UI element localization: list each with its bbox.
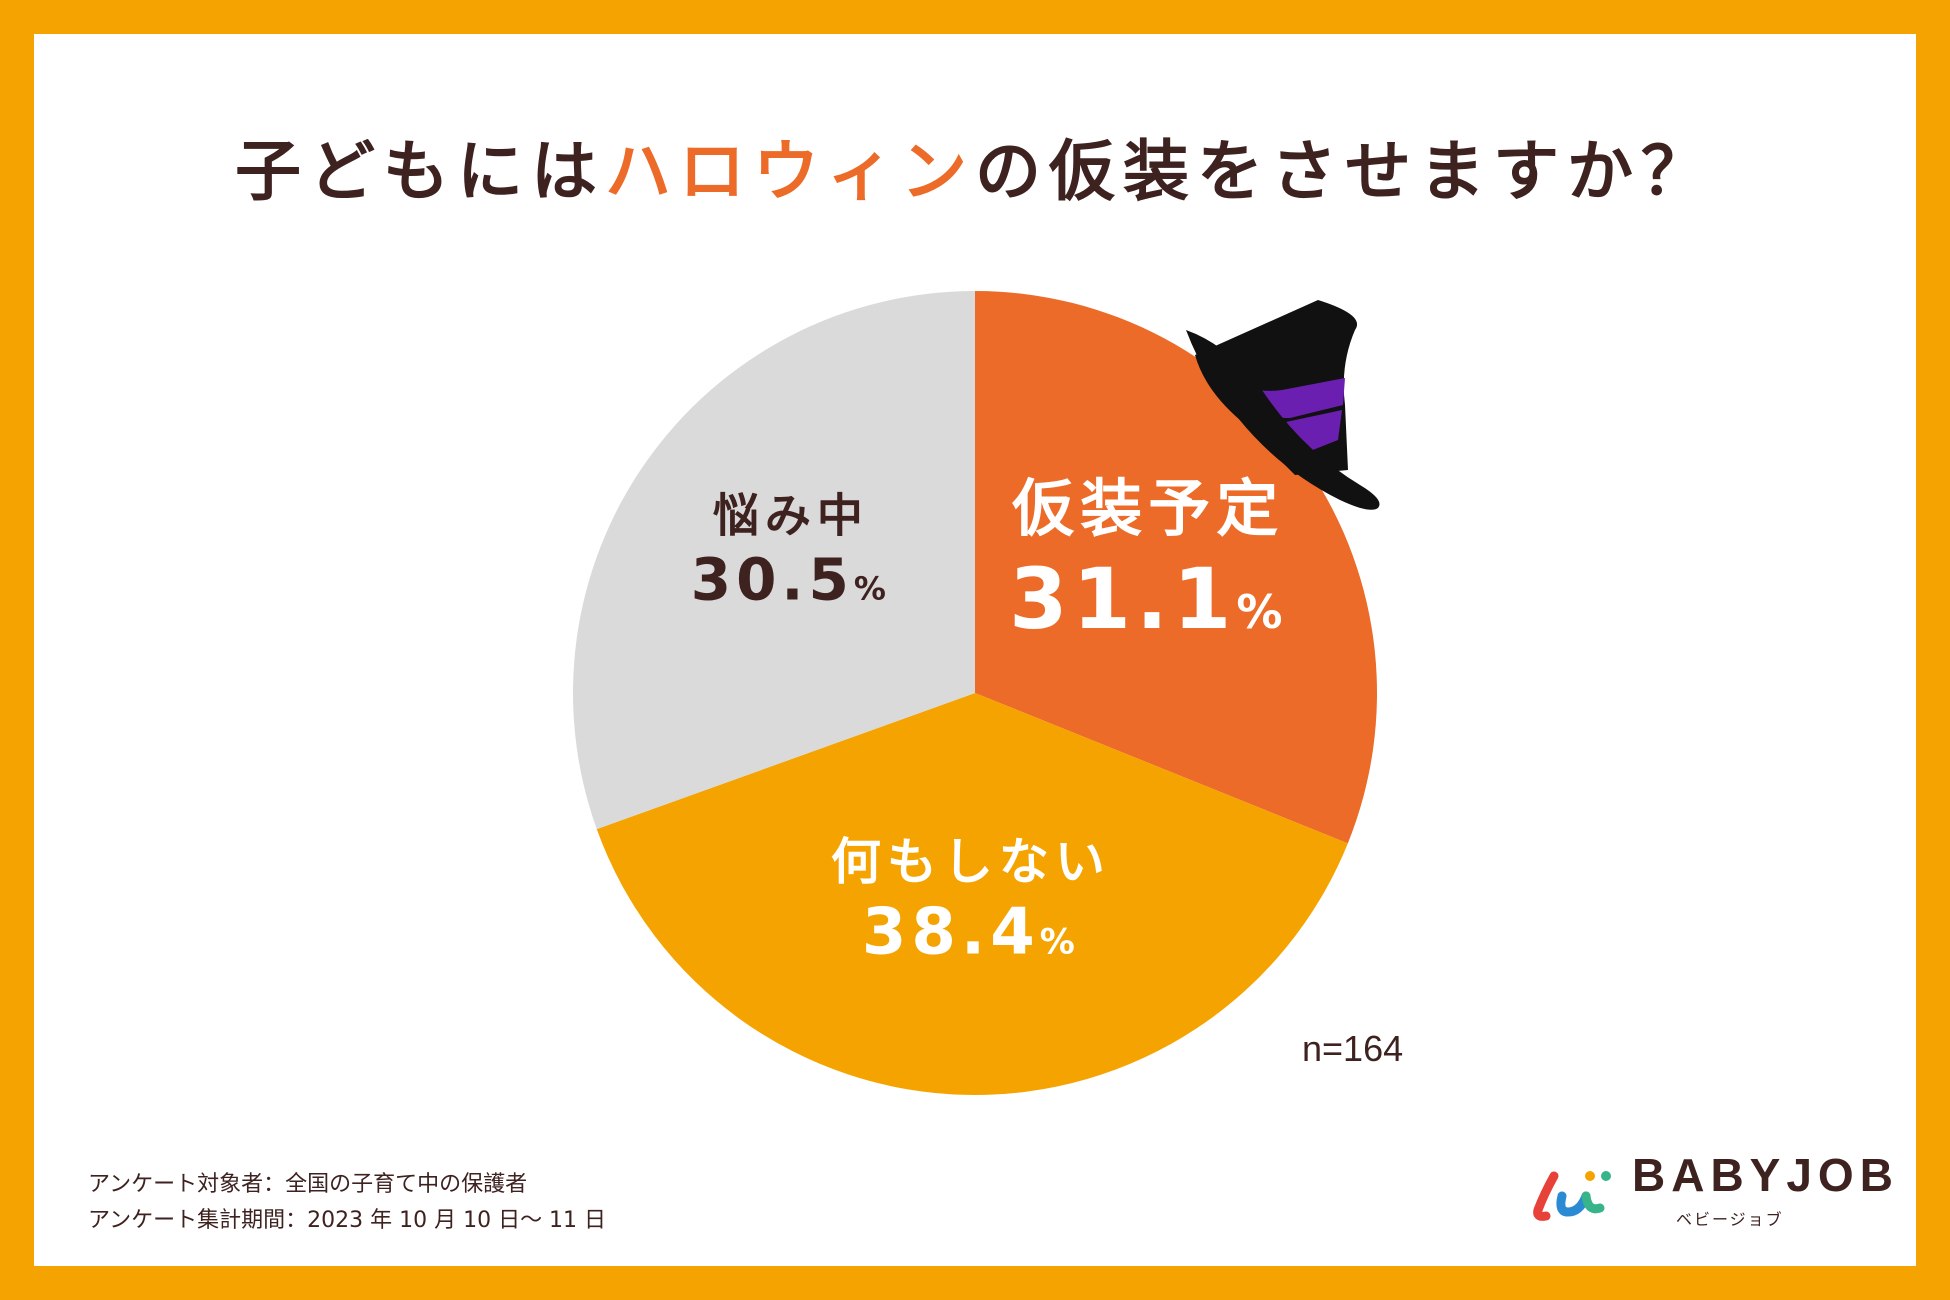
slice-name-label: 悩み中	[713, 489, 869, 543]
babyjob-logo: BABYJOB ベビージョブ	[1528, 1146, 1893, 1229]
slice-undecided	[573, 290, 975, 830]
logo-reading: ベビージョブ	[1676, 1210, 1784, 1229]
chart-title: 子どもにはハロウィンの仮装をさせますか？	[0, 118, 1950, 214]
survey-period-note: アンケート集計期間：2023 年 10 月 10 日〜 11 日	[88, 1208, 607, 1233]
witch-hat-icon	[1186, 300, 1380, 510]
slice-value-label: 38.4%	[862, 896, 1080, 970]
logo-mark-icon	[1533, 1171, 1611, 1221]
title-suffix: の仮装をさせますか？	[975, 133, 1715, 210]
slice-value-label: 30.5%	[691, 546, 891, 614]
slice-name-label: 仮装予定	[1011, 472, 1284, 545]
slice-nothing	[596, 693, 1348, 1095]
logo-wordmark: BABYJOB	[1632, 1149, 1899, 1201]
survey-target-note: アンケート対象者：全国の子育て中の保護者	[88, 1172, 528, 1197]
sample-size-label: n=164	[1302, 1028, 1404, 1069]
title-prefix: 子どもには	[235, 133, 605, 210]
percent-unit: %	[1236, 585, 1287, 639]
percent-unit: %	[854, 570, 891, 608]
percent-unit: %	[1040, 923, 1080, 963]
title-highlight: ハロウィン	[605, 133, 975, 210]
slice-name-label: 何もしない	[831, 833, 1111, 891]
